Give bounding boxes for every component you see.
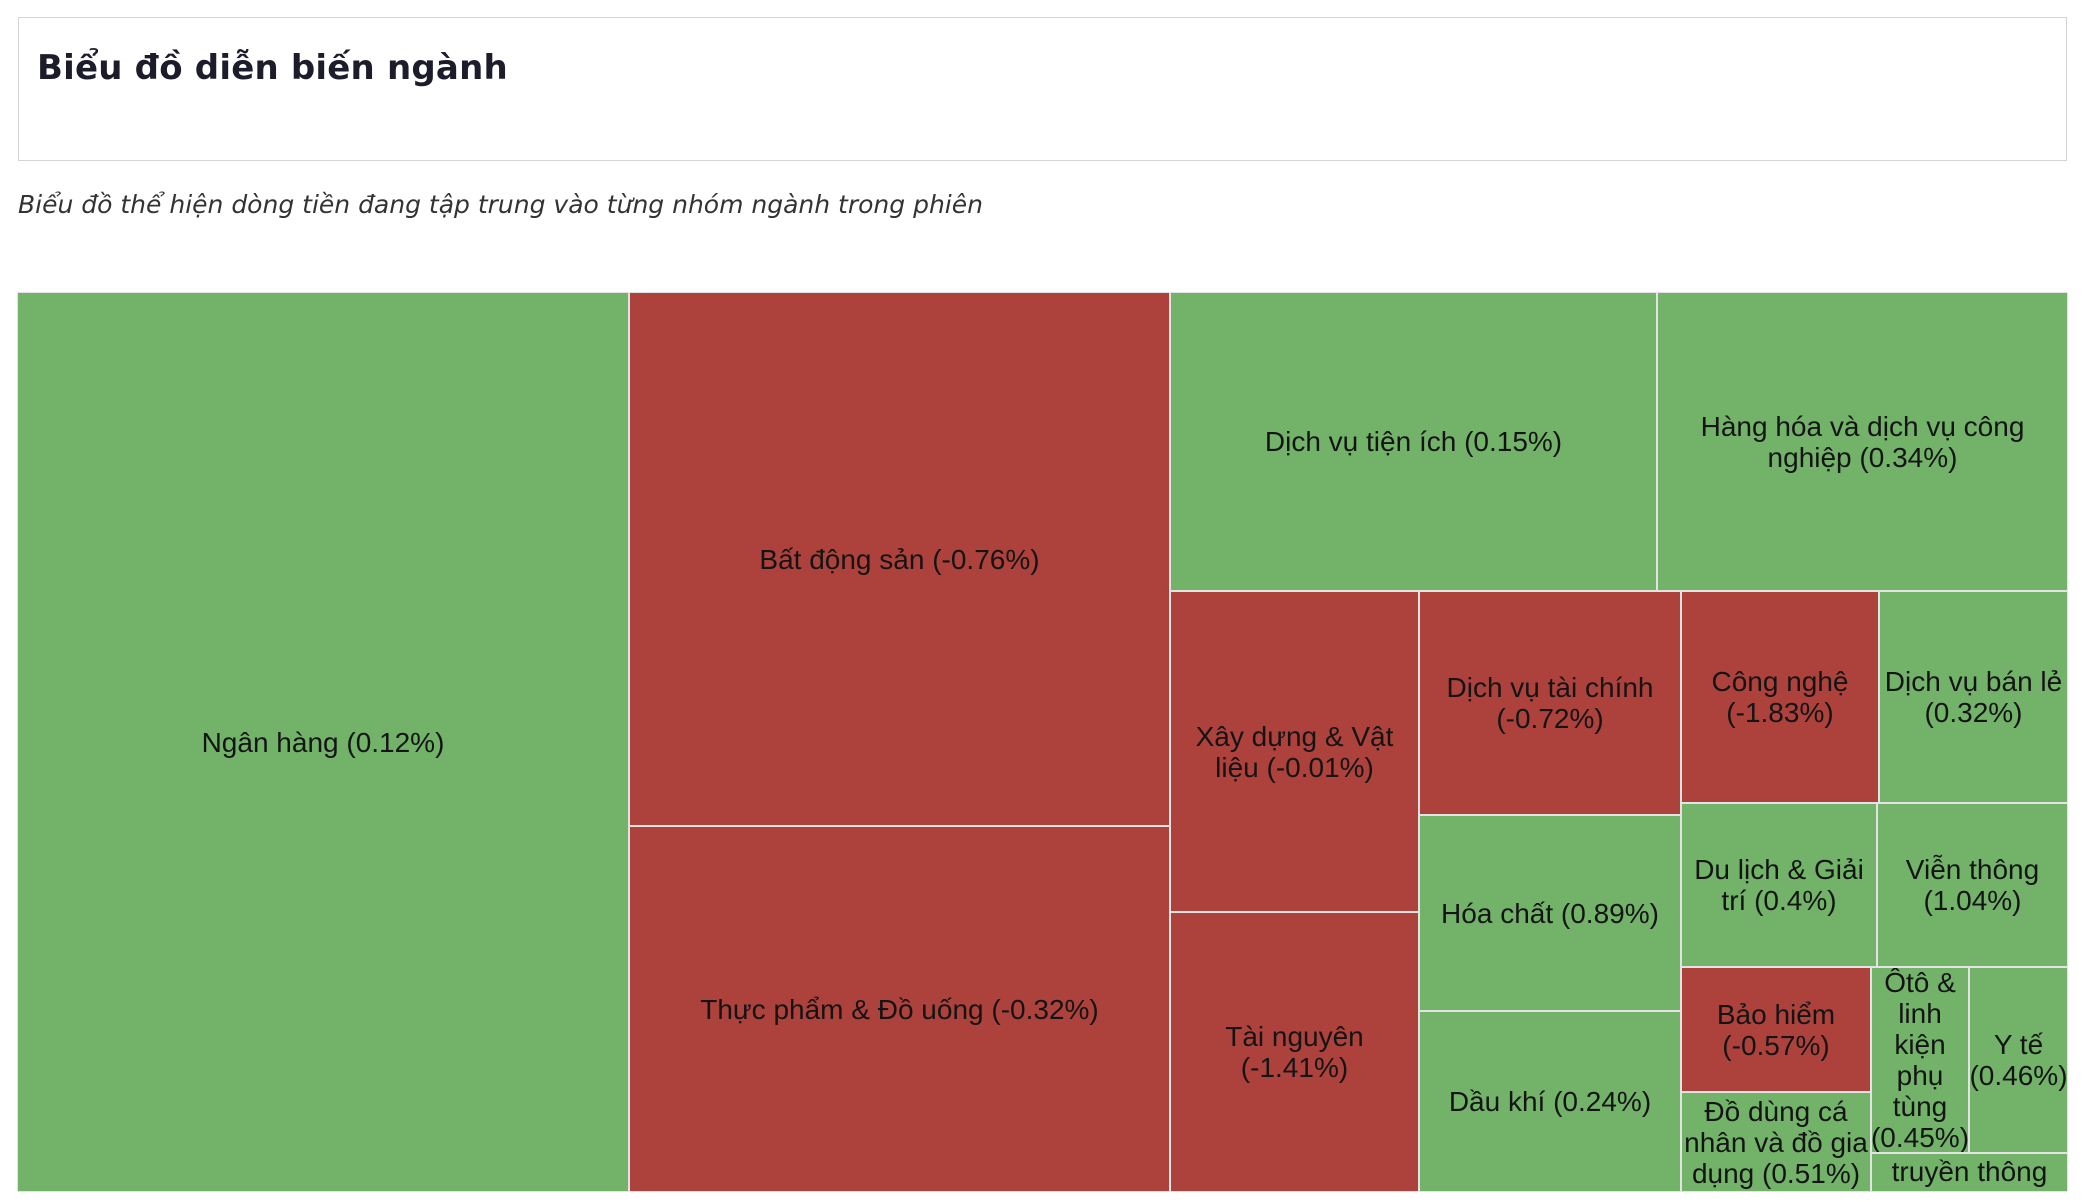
- treemap-tile-tai-nguyen[interactable]: Tài nguyên (-1.41%): [1170, 912, 1419, 1192]
- tile-label: Viễn thông (1.04%): [1905, 854, 2040, 916]
- treemap-tile-vien-thong[interactable]: Viễn thông (1.04%): [1877, 803, 2068, 967]
- tile-label: Hóa chất (0.89%): [1441, 897, 1659, 929]
- treemap-tile-dich-vu-tien-ich[interactable]: Dịch vụ tiện ích (0.15%): [1170, 292, 1657, 591]
- tile-label: Bất động sản (-0.76%): [759, 543, 1040, 575]
- tile-label: Ngân hàng (0.12%): [201, 726, 445, 758]
- tile-label: Đồ dùng cá nhân và đồ gia dụng (0.51%): [1684, 1095, 1868, 1189]
- treemap-tile-du-lich-giai-tri[interactable]: Du lịch & Giải trí (0.4%): [1681, 803, 1877, 967]
- treemap-tile-hang-hoa-va-dich-vu-cong-nghiep[interactable]: Hàng hóa và dịch vụ công nghiệp (0.34%): [1657, 292, 2068, 591]
- treemap-tile-do-dung-ca-nhan-va-do-gia-dung[interactable]: Đồ dùng cá nhân và đồ gia dụng (0.51%): [1681, 1092, 1871, 1192]
- tile-label: Bảo hiểm (-0.57%): [1716, 998, 1836, 1061]
- treemap-tile-thuc-pham-do-uong[interactable]: Thực phẩm & Đồ uống (-0.32%): [629, 826, 1170, 1192]
- treemap-tile-bao-hiem[interactable]: Bảo hiểm (-0.57%): [1681, 967, 1871, 1092]
- treemap-tile-cong-nghe[interactable]: Công nghệ (-1.83%): [1681, 591, 1879, 803]
- page-title: Biểu đồ diễn biến ngành: [37, 48, 508, 88]
- tile-label: Công nghệ (-1.83%): [1711, 666, 1849, 728]
- tile-label: Ôtô & linh kiện phụ tùng (0.45%): [1871, 967, 1969, 1153]
- treemap-tile-oto-linh-kien-phu-tung[interactable]: Ôtô & linh kiện phụ tùng (0.45%): [1871, 967, 1969, 1153]
- treemap-tile-dich-vu-ban-le[interactable]: Dịch vụ bán lẻ (0.32%): [1879, 591, 2068, 803]
- treemap-tile-hoa-chat[interactable]: Hóa chất (0.89%): [1419, 815, 1681, 1011]
- tile-label: Tài nguyên (-1.41%): [1225, 1021, 1364, 1083]
- tile-label: Dầu khí (0.24%): [1448, 1086, 1652, 1117]
- tile-label: Hàng hóa và dịch vụ công nghiệp (0.34%): [1700, 410, 2025, 473]
- treemap-tile-ngan-hang[interactable]: Ngân hàng (0.12%): [17, 292, 629, 1192]
- treemap-tile-xay-dung-vat-lieu[interactable]: Xây dựng & Vật liệu (-0.01%): [1170, 591, 1419, 912]
- chart-subtitle: Biểu đồ thể hiện dòng tiền đang tập trun…: [18, 190, 983, 219]
- treemap-tile-dau-khi[interactable]: Dầu khí (0.24%): [1419, 1011, 1681, 1192]
- treemap-tile-truyen-thong[interactable]: truyền thông: [1871, 1153, 2068, 1192]
- treemap-tile-dich-vu-tai-chinh[interactable]: Dịch vụ tài chính (-0.72%): [1419, 591, 1681, 815]
- header-panel: [18, 17, 2067, 161]
- tile-label: Thực phẩm & Đồ uống (-0.32%): [700, 993, 1099, 1025]
- tile-label: truyền thông: [1891, 1156, 2048, 1187]
- sector-treemap: Ngân hàng (0.12%) Bất động sản (-0.76%) Th…: [17, 292, 2068, 1192]
- treemap-tile-bat-dong-san[interactable]: Bất động sản (-0.76%): [629, 292, 1170, 826]
- tile-label: Dịch vụ tài chính (-0.72%): [1446, 672, 1654, 734]
- tile-label: Du lịch & Giải trí (0.4%): [1694, 854, 1864, 916]
- tile-label: Y tế (0.46%): [1969, 1029, 2068, 1091]
- tile-label: Dịch vụ tiện ích (0.15%): [1264, 426, 1563, 457]
- treemap-tile-y-te[interactable]: Y tế (0.46%): [1969, 967, 2068, 1153]
- tile-label: Xây dựng & Vật liệu (-0.01%): [1195, 720, 1394, 783]
- tile-label: Dịch vụ bán lẻ (0.32%): [1884, 666, 2063, 728]
